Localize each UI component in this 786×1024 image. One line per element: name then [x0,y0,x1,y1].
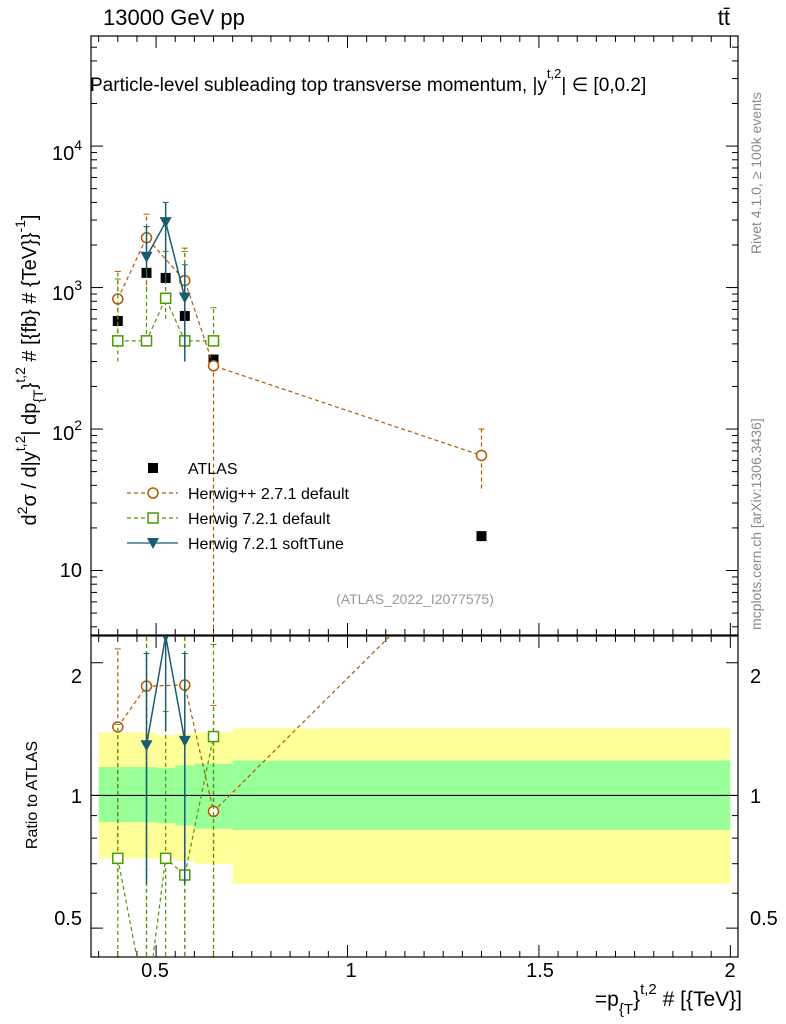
marker-atlas [208,354,219,365]
ratio-panel-marks [112,540,486,1013]
y-tick-label-1e1: 10 [60,560,82,582]
axis-ticks [91,35,738,957]
marker-softtune [178,735,191,747]
ratio-axis-label: Ratio to ATLAS [24,741,41,849]
marker-herwigpp [476,540,486,550]
ratio-tick-05-left: 0.5 [54,908,82,930]
x-tick-label-1: 1 [345,960,356,982]
x-axis-label: =p{T}t,2 # [{TeV}] [595,981,742,1018]
y-tick-label-1e2: 102 [52,417,82,445]
marker-herwig721 [140,335,153,347]
ratio-tick-1-right: 1 [750,786,761,808]
marker-atlas [148,463,158,473]
legend-label: Herwig++ 2.7.1 default [188,486,350,503]
marker-herwig721 [142,1003,152,1013]
marker-herwig721 [112,852,124,865]
marker-herwig721 [112,335,124,347]
main-panel-marks [112,201,488,635]
marker-herwig721 [207,730,220,743]
ratio-panel-frame [90,635,739,958]
marker-herwig721 [147,512,159,524]
process-label: tt̄ [718,5,730,30]
marker-softtune [140,740,153,752]
x-tick-label-0.5: 0.5 [141,960,169,982]
y-tick-labels: 104 103 102 10 [52,137,82,582]
series-line [117,236,482,457]
rivet-version-label: Rivet 4.1.0, ≥ 100k events [748,92,764,254]
ratio-tick-1-left: 1 [71,786,82,808]
marker-softtune [162,636,169,642]
ratio-tick-2-left: 2 [71,666,82,688]
legend-label: Herwig 7.2.1 default [188,511,331,528]
marker-softtune [159,217,172,229]
y-tick-label-1e3: 103 [52,277,82,305]
marker-softtune [147,538,159,549]
chart-title: Particle-level subleading top transverse… [90,66,646,96]
marker-atlas [112,316,123,327]
marker-herwigpp [147,487,159,499]
plot-frames [90,35,739,958]
y-axis-label: d2σ / d|yt,2| dp{T}t,2 # [{fb} # {TeV}}-… [12,215,46,526]
marker-herwigpp [475,449,488,462]
marker-herwig721 [207,335,220,347]
x-tick-label-2: 2 [724,960,735,982]
marker-softtune [140,251,153,263]
x-tick-label-1.5: 1.5 [526,960,554,982]
uncertainty-bands [91,728,738,884]
legend-label: Herwig 7.2.1 softTune [188,536,344,553]
marker-softtune [178,292,191,304]
ratio-series-line [145,636,186,746]
marker-atlas [476,531,487,542]
marker-herwig721 [159,852,172,865]
ratio-series-line [117,636,391,813]
analysis-id: (ATLAS_2022_I2077575) [336,591,494,607]
ratio-tick-labels: 2 1 0.5 2 1 0.5 [54,666,778,930]
x-tick-labels: 0.5 1 1.5 2 [141,960,735,982]
ratio-tick-05-right: 0.5 [750,908,778,930]
marker-herwigpp [207,360,220,372]
ratio-tick-2-right: 2 [750,666,761,688]
y-tick-label-1e4: 104 [52,137,82,165]
energy-label: 13000 GeV pp [103,5,245,30]
legend-label: ATLAS [188,461,238,478]
main-panel-frame [90,35,739,636]
mcplots-label: mcplots.cern.ch [arXiv:1306.3436] [748,418,764,630]
legend: ATLAS Herwig++ 2.7.1 default Herwig 7.2.1 … [127,461,350,553]
marker-herwig721 [159,292,172,305]
